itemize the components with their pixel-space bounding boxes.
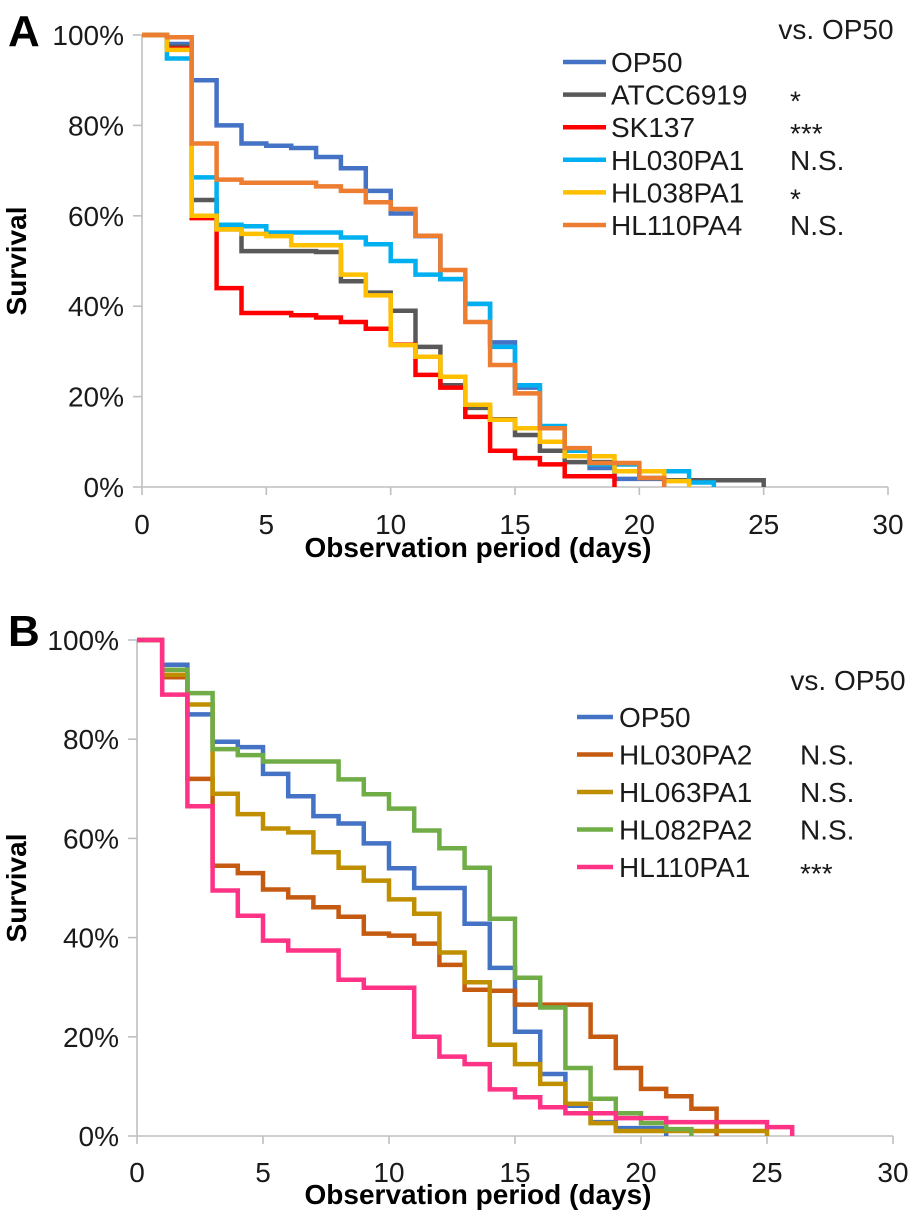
y-tick-label: 0% xyxy=(84,472,124,503)
legend-item-hl030pa1: HL030PA1 N.S. xyxy=(563,145,844,176)
legend-label: HL030PA1 xyxy=(611,145,744,176)
x-tick-label: 5 xyxy=(255,1157,271,1188)
y-tick-label: 0% xyxy=(79,1121,119,1152)
x-tick-label: 15 xyxy=(499,509,530,540)
y-tick-label: 60% xyxy=(68,201,124,232)
x-tick-label: 25 xyxy=(751,1157,782,1188)
legend-item-op50: OP50 xyxy=(563,47,683,78)
x-tick-label: 15 xyxy=(499,1157,530,1188)
y-tick-label: 100% xyxy=(52,20,124,51)
legend-item-hl063pa1: HL063PA1 N.S. xyxy=(577,777,854,808)
panel-a-y-axis-title: Survival xyxy=(1,207,32,316)
x-tick-label: 0 xyxy=(129,1157,145,1188)
series-hl063pa1 xyxy=(137,637,770,1136)
legend-item-op50: OP50 xyxy=(577,702,691,733)
x-tick-label: 20 xyxy=(624,509,655,540)
x-tick-label: 10 xyxy=(375,509,406,540)
significance-label: * xyxy=(790,183,801,214)
survival-chart-panel-a: A Survival Observation period (days) vs.… xyxy=(1,7,904,563)
significance-label: N.S. xyxy=(790,210,844,241)
significance-label: N.S. xyxy=(800,815,854,846)
legend-item-sk137: SK137 *** xyxy=(563,112,823,149)
panel-a-legend-header: vs. OP50 xyxy=(778,14,893,45)
legend-item-hl030pa2: HL030PA2 N.S. xyxy=(577,740,854,771)
legend-label: HL110PA4 xyxy=(611,210,742,241)
legend-item-hl038pa1: HL038PA1 * xyxy=(563,177,801,214)
y-tick-label: 20% xyxy=(63,1022,119,1053)
series-hl110pa4 xyxy=(142,32,667,487)
panel-b-plot-area: 0% 20% 40% 60% 80% 100% 0 5 10 15 20 25 30 xyxy=(47,625,908,1188)
x-tick-label: 10 xyxy=(373,1157,404,1188)
y-tick-label: 80% xyxy=(68,110,124,141)
legend-item-hl110pa1: HL110PA1 *** xyxy=(577,852,833,889)
series-op50 xyxy=(137,637,669,1136)
significance-label: *** xyxy=(800,858,833,889)
series-sk137 xyxy=(142,32,617,487)
survival-chart-panel-b: B Survival Observation period (days) vs.… xyxy=(1,607,909,1210)
series-hl038pa1 xyxy=(142,32,692,487)
series-hl082pa2 xyxy=(137,637,694,1136)
x-tick-label: 25 xyxy=(748,509,779,540)
panel-b-x-axis-title: Observation period (days) xyxy=(305,1179,652,1210)
x-tick-label: 20 xyxy=(625,1157,656,1188)
legend-item-atcc6919: ATCC6919 * xyxy=(563,80,801,117)
significance-label: N.S. xyxy=(800,740,854,771)
panel-a-label: A xyxy=(8,7,40,56)
panel-a-x-axis-title: Observation period (days) xyxy=(305,532,652,563)
x-tick-label: 5 xyxy=(259,509,275,540)
panel-b-legend: OP50 HL030PA2 N.S. HL063PA1 N.S. HL082PA2 N.S.… xyxy=(577,702,854,889)
legend-label: ATCC6919 xyxy=(611,80,747,111)
legend-label: HL063PA1 xyxy=(619,777,752,808)
y-tick-label: 80% xyxy=(63,724,119,755)
legend-label: OP50 xyxy=(611,47,683,78)
y-tick-label: 100% xyxy=(47,625,119,656)
x-tick-label: 30 xyxy=(877,1157,908,1188)
legend-label: HL030PA2 xyxy=(619,740,752,771)
legend-label: OP50 xyxy=(619,702,691,733)
y-tick-label: 40% xyxy=(68,291,124,322)
y-tick-label: 60% xyxy=(63,823,119,854)
panel-a-plot-area: 0% 20% 40% 60% 80% 100% 0 5 10 15 20 25 30 xyxy=(52,20,903,540)
series-hl030pa2 xyxy=(137,637,719,1136)
significance-label: N.S. xyxy=(790,145,844,176)
x-tick-label: 30 xyxy=(872,509,903,540)
panel-b-legend-header: vs. OP50 xyxy=(790,665,905,696)
panel-b-y-axis-title: Survival xyxy=(1,834,32,943)
y-tick-label: 40% xyxy=(63,923,119,954)
series-hl110pa1 xyxy=(137,637,795,1136)
legend-label: HL110PA1 xyxy=(619,852,750,883)
legend-label: HL082PA2 xyxy=(619,815,752,846)
legend-item-hl082pa2: HL082PA2 N.S. xyxy=(577,815,854,846)
significance-label: *** xyxy=(790,118,823,149)
significance-label: * xyxy=(790,86,801,117)
y-tick-label: 20% xyxy=(68,382,124,413)
x-tick-label: 0 xyxy=(134,509,150,540)
significance-label: N.S. xyxy=(800,777,854,808)
legend-item-hl110pa4: HL110PA4 N.S. xyxy=(563,210,844,241)
legend-label: SK137 xyxy=(611,112,695,143)
panel-b-label: B xyxy=(8,607,40,656)
legend-label: HL038PA1 xyxy=(611,177,744,208)
